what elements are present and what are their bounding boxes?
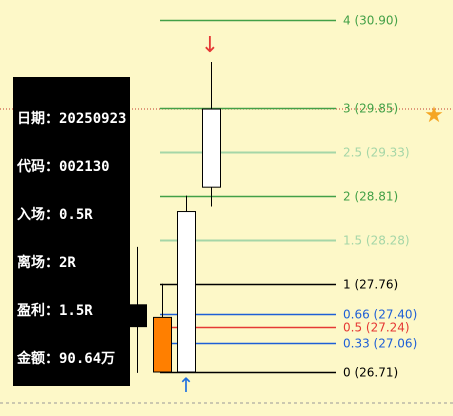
level-label-8: 0.33 (27.06) [343, 337, 417, 351]
info-entry: 入场：0.5R [17, 207, 93, 223]
level-label-0: 4 (30.90) [343, 14, 398, 28]
level-label-1: 3 (29.85) [343, 102, 398, 116]
info-code: 代码：002130 [17, 159, 110, 175]
candle-body-7 [202, 108, 221, 188]
candle-body-4 [128, 304, 147, 328]
info-date: 日期：20250923 [17, 111, 127, 127]
candle-body-6 [177, 211, 196, 373]
level-label-2: 2.5 (29.33) [343, 146, 410, 160]
level-label-9: 0 (26.71) [343, 366, 398, 380]
up-arrow-icon: ↑ [178, 373, 195, 397]
fib-levels: 4 (30.90) 3 (29.85) 2.5 (29.33) 2 (28.81) 1.… [160, 14, 417, 380]
info-exit: 离场：2R [17, 255, 76, 271]
candle-body-5 [153, 316, 172, 373]
star-icon: ★ [424, 103, 444, 128]
down-arrow-icon: ↓ [201, 33, 219, 58]
trade-info-box: 日期：20250923 代码：002130 入场：0.5R 离场：2R 盈利：1… [13, 77, 131, 386]
info-profit: 盈利：1.5R [17, 303, 93, 319]
level-label-6: 0.66 (27.40) [343, 308, 417, 322]
level-label-5: 1 (27.76) [343, 278, 398, 292]
level-label-3: 2 (28.81) [343, 190, 398, 204]
info-amount: 金额：90.64万 [17, 351, 116, 367]
level-label-7: 0.5 (27.24) [343, 321, 410, 335]
level-label-4: 1.5 (28.28) [343, 234, 410, 248]
